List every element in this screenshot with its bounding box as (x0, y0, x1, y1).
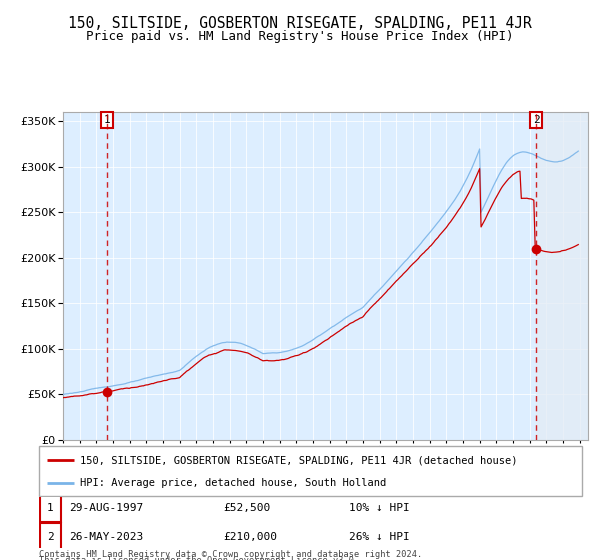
Text: 26% ↓ HPI: 26% ↓ HPI (349, 531, 409, 542)
Bar (536, 112, 588, 440)
Text: 29-AUG-1997: 29-AUG-1997 (69, 503, 143, 514)
Text: 26-MAY-2023: 26-MAY-2023 (69, 531, 143, 542)
Text: 10% ↓ HPI: 10% ↓ HPI (349, 503, 409, 514)
FancyBboxPatch shape (39, 446, 582, 496)
Text: 2: 2 (47, 531, 54, 542)
Text: This data is licensed under the Open Government Licence v3.0.: This data is licensed under the Open Gov… (39, 556, 359, 560)
Text: 150, SILTSIDE, GOSBERTON RISEGATE, SPALDING, PE11 4JR (detached house): 150, SILTSIDE, GOSBERTON RISEGATE, SPALD… (80, 455, 517, 465)
Text: 2: 2 (533, 115, 540, 125)
Bar (536, 112, 588, 440)
Text: Contains HM Land Registry data © Crown copyright and database right 2024.: Contains HM Land Registry data © Crown c… (39, 550, 422, 559)
Text: £52,500: £52,500 (224, 503, 271, 514)
FancyBboxPatch shape (40, 522, 61, 550)
Text: 1: 1 (104, 115, 111, 125)
Text: 150, SILTSIDE, GOSBERTON RISEGATE, SPALDING, PE11 4JR: 150, SILTSIDE, GOSBERTON RISEGATE, SPALD… (68, 16, 532, 31)
Text: 1: 1 (47, 503, 54, 514)
Text: HPI: Average price, detached house, South Holland: HPI: Average price, detached house, Sout… (80, 478, 386, 488)
Text: £210,000: £210,000 (224, 531, 278, 542)
Bar (536, 112, 588, 440)
FancyBboxPatch shape (40, 494, 61, 522)
Text: Price paid vs. HM Land Registry's House Price Index (HPI): Price paid vs. HM Land Registry's House … (86, 30, 514, 43)
